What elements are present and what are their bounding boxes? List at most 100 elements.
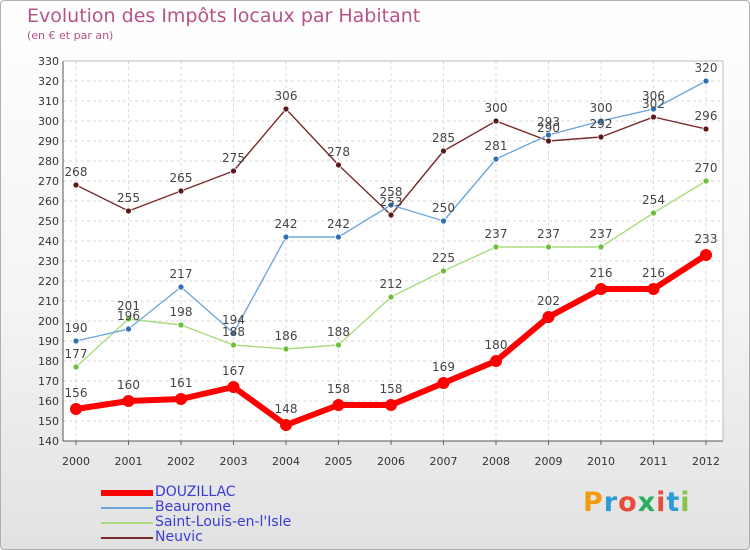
data-point-beauronne (125, 325, 132, 333)
data-point-douzillac (700, 249, 712, 261)
data-point-beauronne (282, 233, 290, 241)
data-point-douzillac (280, 419, 292, 431)
x-tick-label: 2009 (535, 455, 563, 468)
data-point-douzillac (595, 283, 607, 295)
data-point-saint-louis-en-l-isle (650, 209, 657, 217)
data-label-neuvic: 302 (642, 97, 665, 111)
data-point-neuvic (282, 105, 290, 113)
data-label-neuvic: 265 (170, 171, 193, 185)
y-tick-label: 260 (38, 195, 59, 208)
x-tick-label: 2011 (640, 455, 668, 468)
data-label-beauronne: 190 (65, 321, 88, 335)
data-label-douzillac: 202 (537, 294, 560, 308)
data-point-neuvic (387, 211, 395, 219)
logo-letter: o (618, 487, 638, 518)
x-tick-label: 2000 (62, 455, 90, 468)
data-point-douzillac (385, 399, 397, 411)
y-tick-label: 180 (38, 355, 59, 368)
data-point-douzillac (122, 395, 135, 407)
data-label-beauronne: 242 (327, 217, 350, 231)
data-point-douzillac (542, 311, 555, 323)
data-point-beauronne (597, 117, 605, 125)
data-point-saint-louis-en-l-isle (125, 315, 132, 323)
proxiti-logo: Proxiti (583, 487, 691, 518)
data-label-douzillac: 233 (695, 232, 718, 246)
data-point-saint-louis-en-l-isle (387, 293, 395, 301)
data-label-saint-louis-en-l-isle: 201 (117, 299, 140, 313)
legend-label-beauronne: Beauronne (155, 499, 232, 515)
data-point-neuvic (597, 133, 605, 141)
x-tick-label: 2002 (167, 455, 195, 468)
x-tick-label: 2003 (220, 455, 248, 468)
legend-swatch-neuvic (101, 537, 153, 539)
x-tick-label: 2004 (272, 455, 300, 468)
x-tick-label: 2007 (430, 455, 458, 468)
data-label-beauronne: 320 (695, 61, 718, 75)
data-label-beauronne: 300 (590, 101, 613, 115)
y-tick-label: 140 (38, 435, 59, 448)
y-tick-label: 230 (38, 255, 59, 268)
legend-swatch-douzillac (101, 490, 153, 496)
logo-letter: t (666, 487, 681, 518)
x-tick-label: 2005 (325, 455, 353, 468)
data-label-saint-louis-en-l-isle: 186 (275, 329, 298, 343)
data-point-beauronne (230, 329, 237, 337)
data-label-neuvic: 268 (65, 165, 88, 179)
data-label-beauronne: 194 (222, 313, 245, 327)
y-tick-label: 270 (38, 175, 59, 188)
data-point-beauronne (335, 233, 342, 241)
data-label-saint-louis-en-l-isle: 198 (170, 305, 193, 319)
data-point-saint-louis-en-l-isle (702, 177, 710, 185)
data-label-neuvic: 255 (117, 191, 140, 205)
data-point-neuvic (335, 161, 342, 169)
y-tick-label: 330 (38, 55, 59, 68)
y-tick-label: 200 (38, 315, 59, 328)
y-tick-label: 280 (38, 155, 59, 168)
logo-letter: x (637, 487, 657, 518)
data-point-douzillac (437, 377, 450, 389)
data-point-saint-louis-en-l-isle (72, 363, 80, 371)
legend-label-douzillac: DOUZILLAC (155, 484, 236, 500)
data-label-beauronne: 293 (537, 115, 560, 129)
y-tick-label: 310 (38, 95, 59, 108)
data-point-beauronne (72, 337, 80, 345)
data-label-saint-louis-en-l-isle: 254 (642, 193, 665, 207)
chart-title: Evolution des Impôts locaux par Habitant (27, 5, 421, 27)
data-label-neuvic: 285 (432, 131, 455, 145)
data-label-douzillac: 148 (275, 402, 298, 416)
data-point-neuvic (492, 117, 500, 125)
data-point-beauronne (545, 131, 552, 139)
data-label-douzillac: 216 (590, 266, 613, 280)
data-label-beauronne: 196 (117, 309, 140, 323)
legend-label-saint-louis: Saint-Louis-en-l'Isle (155, 514, 292, 530)
legend-swatch-beauronne (101, 507, 153, 509)
data-point-neuvic (702, 125, 710, 133)
data-point-douzillac (332, 399, 345, 411)
y-tick-label: 290 (38, 135, 59, 148)
logo-letter: i (680, 487, 691, 518)
data-point-beauronne (440, 217, 447, 225)
data-point-saint-louis-en-l-isle (440, 267, 447, 275)
data-label-douzillac: 160 (117, 378, 140, 392)
data-point-saint-louis-en-l-isle (177, 321, 185, 329)
data-point-neuvic (650, 113, 657, 121)
data-point-neuvic (230, 167, 237, 175)
data-label-saint-louis-en-l-isle: 270 (695, 161, 718, 175)
y-tick-label: 160 (38, 395, 59, 408)
data-label-neuvic: 278 (327, 145, 350, 159)
plot-area (63, 61, 723, 441)
data-label-douzillac: 167 (222, 364, 245, 378)
data-point-beauronne (702, 77, 710, 85)
y-tick-label: 210 (38, 295, 59, 308)
y-tick-label: 220 (38, 275, 59, 288)
data-point-saint-louis-en-l-isle (230, 341, 237, 349)
x-tick-label: 2012 (692, 455, 720, 468)
data-label-beauronne: 242 (275, 217, 298, 231)
data-label-saint-louis-en-l-isle: 212 (380, 277, 403, 291)
data-label-saint-louis-en-l-isle: 188 (222, 325, 245, 339)
data-point-douzillac (490, 355, 502, 367)
data-label-douzillac: 156 (65, 386, 88, 400)
y-tick-label: 170 (38, 375, 59, 388)
data-label-douzillac: 158 (327, 382, 350, 396)
